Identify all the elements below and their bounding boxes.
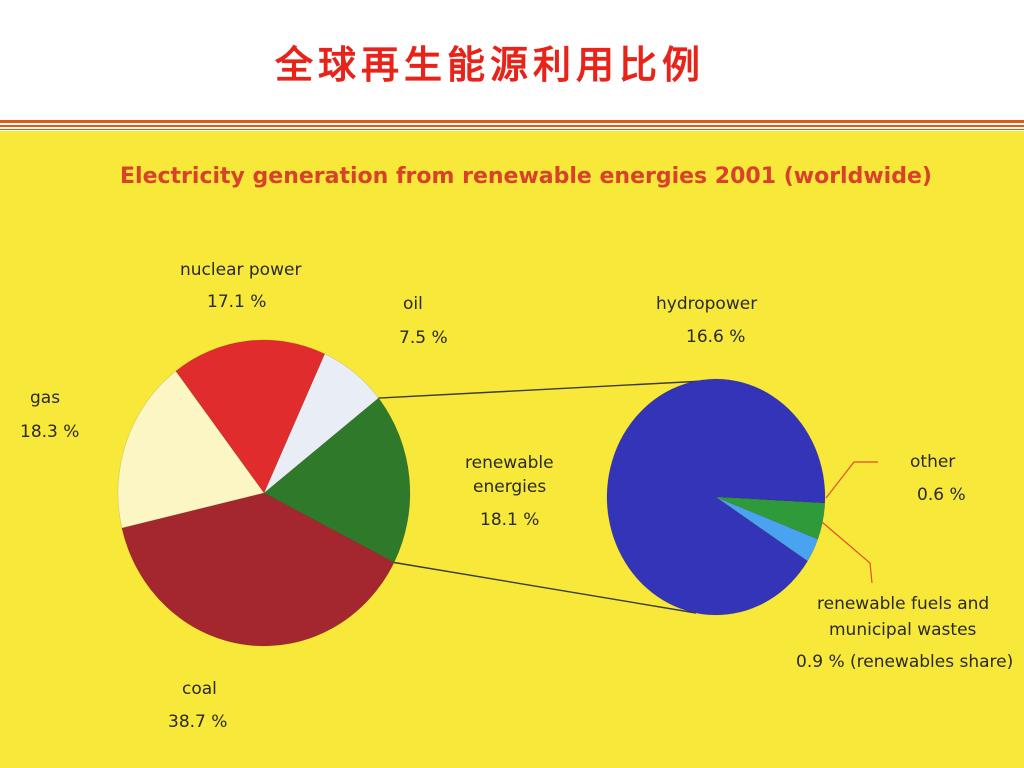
callout-line-other bbox=[825, 461, 878, 499]
slice-nuclear-power bbox=[175, 339, 326, 494]
slice-hydropower bbox=[606, 378, 826, 616]
label-other-name: other bbox=[910, 452, 955, 472]
label-oil-name: oil bbox=[403, 294, 423, 314]
slice-renewable-energies bbox=[263, 397, 411, 563]
label-renewable-value: 18.1 % bbox=[480, 510, 539, 530]
title-rule bbox=[0, 129, 1024, 130]
label-coal-value: 38.7 % bbox=[168, 712, 227, 732]
label-renewable-name-2: energies bbox=[473, 477, 546, 497]
label-nuclear-power-name: nuclear power bbox=[180, 260, 301, 280]
chart-title: Electricity generation from renewable en… bbox=[120, 164, 932, 189]
connector-line-top bbox=[378, 380, 705, 399]
slice-renewable-fuels-and-municipal-wastes bbox=[715, 496, 826, 540]
slide-title: 全球再生能源利用比例 bbox=[274, 42, 705, 87]
title-rule bbox=[0, 125, 1024, 127]
slice-other bbox=[715, 496, 819, 562]
label-gas-name: gas bbox=[30, 388, 60, 408]
main-pie bbox=[117, 339, 411, 647]
slice-coal bbox=[121, 492, 395, 647]
title-rule bbox=[0, 120, 1024, 123]
callout-line-renewable-fuels bbox=[821, 521, 873, 584]
label-renewable-fuels-name-2: municipal wastes bbox=[829, 620, 977, 640]
label-renewable-name-1: renewable bbox=[465, 453, 554, 473]
label-gas-value: 18.3 % bbox=[20, 422, 79, 442]
label-nuclear-power-value: 17.1 % bbox=[207, 292, 266, 312]
label-oil-value: 7.5 % bbox=[399, 328, 448, 348]
label-hydropower-name: hydropower bbox=[656, 294, 757, 314]
chart-panel: Electricity generation from renewable en… bbox=[0, 131, 1024, 768]
label-other-value: 0.6 % bbox=[917, 485, 966, 505]
label-renewable-fuels-value: 0.9 % (renewables share) bbox=[796, 652, 1013, 672]
pie-chart-svg: Electricity generation from renewable en… bbox=[20, 164, 1013, 732]
label-renewable-fuels-name-1: renewable fuels and bbox=[817, 594, 989, 614]
pie-connectors bbox=[378, 380, 705, 614]
connector-line-bottom bbox=[393, 561, 697, 614]
label-coal-name: coal bbox=[182, 679, 217, 699]
slice-gas bbox=[117, 370, 265, 529]
slice-oil bbox=[263, 353, 379, 494]
label-hydropower-value: 16.6 % bbox=[686, 327, 745, 347]
breakdown-pie bbox=[606, 378, 826, 616]
